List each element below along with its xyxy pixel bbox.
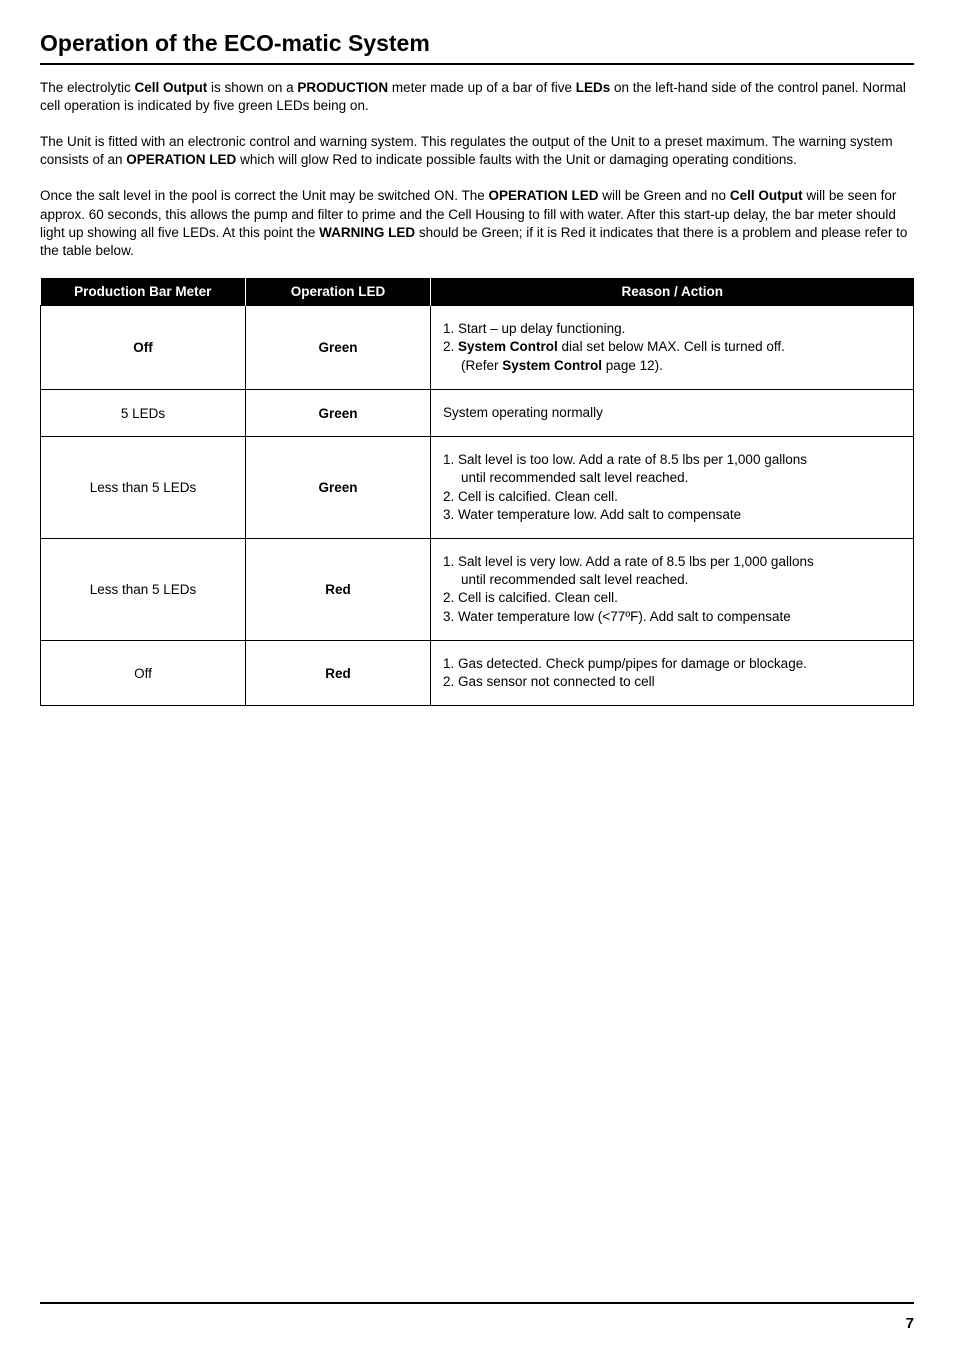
table-row: OffRed 1. Gas detected. Check pump/pipes …: [41, 640, 914, 705]
p3-d: Cell Output: [730, 188, 803, 203]
table-row: OffGreen1. Start – up delay functioning.…: [41, 306, 914, 390]
p1-f: LEDs: [576, 80, 611, 95]
table-row: Less than 5 LEDsGreen 1. Salt level is to…: [41, 437, 914, 539]
title-rule: [40, 63, 914, 65]
reason-line: 2. Cell is calcified. Clean cell.: [443, 488, 901, 506]
cell-production: Off: [41, 306, 246, 390]
p1-b: Cell Output: [135, 80, 208, 95]
cell-operation: Green: [246, 306, 431, 390]
table-body: OffGreen1. Start – up delay functioning.…: [41, 306, 914, 706]
header-reason: Reason / Action: [431, 278, 914, 306]
reason-line: 3. Water temperature low. Add salt to co…: [443, 506, 901, 524]
cell-reason: 1. Start – up delay functioning.2. Syste…: [431, 306, 914, 390]
reason-line: (Refer System Control page 12).: [443, 357, 901, 375]
page-number: 7: [906, 1315, 914, 1332]
reason-line: until recommended salt level reached.: [443, 571, 901, 589]
cell-production: Less than 5 LEDs: [41, 539, 246, 641]
p1-d: PRODUCTION: [297, 80, 388, 95]
paragraph-3: Once the salt level in the pool is corre…: [40, 187, 914, 260]
p2-c: which will glow Red to indicate possible…: [236, 152, 797, 167]
p3-b: OPERATION LED: [488, 188, 598, 203]
cell-operation: Red: [246, 640, 431, 705]
cell-reason: 1. Salt level is very low. Add a rate of…: [431, 539, 914, 641]
reason-line: until recommended salt level reached.: [443, 469, 901, 487]
p3-a: Once the salt level in the pool is corre…: [40, 188, 488, 203]
paragraph-2: The Unit is fitted with an electronic co…: [40, 133, 914, 169]
header-production: Production Bar Meter: [41, 278, 246, 306]
cell-reason: System operating normally: [431, 389, 914, 436]
cell-production: 5 LEDs: [41, 389, 246, 436]
p2-b: OPERATION LED: [126, 152, 236, 167]
reason-line: 2. Gas sensor not connected to cell: [443, 673, 901, 691]
cell-operation: Red: [246, 539, 431, 641]
p1-a: The electrolytic: [40, 80, 135, 95]
footer-rule: [40, 1302, 914, 1304]
reason-line: 1. Salt level is too low. Add a rate of …: [443, 451, 901, 469]
reason-line: 1. Salt level is very low. Add a rate of…: [443, 553, 901, 571]
p1-e: meter made up of a bar of five: [388, 80, 576, 95]
reason-line: 1. Gas detected. Check pump/pipes for da…: [443, 655, 901, 673]
reason-line: 1. Start – up delay functioning.: [443, 320, 901, 338]
page: Operation of the ECO-matic System The el…: [0, 0, 954, 1350]
cell-reason: 1. Salt level is too low. Add a rate of …: [431, 437, 914, 539]
cell-production: Off: [41, 640, 246, 705]
page-title: Operation of the ECO-matic System: [40, 30, 914, 57]
paragraph-1: The electrolytic Cell Output is shown on…: [40, 79, 914, 115]
cell-production: Less than 5 LEDs: [41, 437, 246, 539]
reason-line: 3. Water temperature low (<77ºF). Add sa…: [443, 608, 901, 626]
p3-f: WARNING LED: [319, 225, 415, 240]
cell-operation: Green: [246, 389, 431, 436]
header-operation: Operation LED: [246, 278, 431, 306]
table-head: Production Bar Meter Operation LED Reaso…: [41, 278, 914, 306]
cell-reason: 1. Gas detected. Check pump/pipes for da…: [431, 640, 914, 705]
p1-c: is shown on a: [207, 80, 297, 95]
cell-operation: Green: [246, 437, 431, 539]
p3-c: will be Green and no: [598, 188, 729, 203]
reason-line: 2. Cell is calcified. Clean cell.: [443, 589, 901, 607]
table-header-row: Production Bar Meter Operation LED Reaso…: [41, 278, 914, 306]
table-row: Less than 5 LEDsRed 1. Salt level is very…: [41, 539, 914, 641]
reason-line: System operating normally: [443, 404, 901, 422]
table-row: 5 LEDsGreen System operating normally: [41, 389, 914, 436]
status-table: Production Bar Meter Operation LED Reaso…: [40, 278, 914, 706]
reason-line: 2. System Control dial set below MAX. Ce…: [443, 338, 901, 356]
